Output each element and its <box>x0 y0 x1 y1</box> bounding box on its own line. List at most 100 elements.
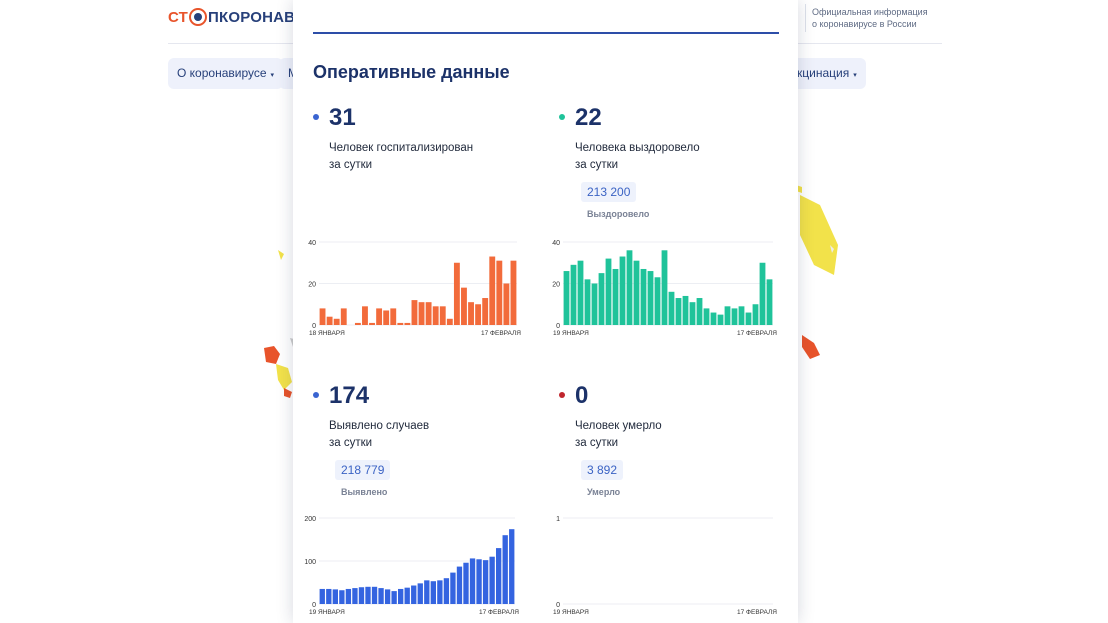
bar <box>496 260 503 325</box>
bar <box>333 318 340 325</box>
stat-total-label: Выздоровело <box>587 209 650 219</box>
bar <box>362 306 368 325</box>
y-tick-label: 40 <box>552 240 560 247</box>
header-info-text: Официальная информация о коронавирусе в … <box>812 7 928 29</box>
stat-desc-line: Человек госпитализирован <box>329 142 474 154</box>
bar <box>463 562 469 604</box>
logo-text-stop: СТ <box>168 8 189 26</box>
bar <box>417 583 423 604</box>
bar <box>668 291 675 325</box>
bar <box>612 268 619 325</box>
logo-text-rest: ПКОРОНАВ <box>208 8 296 26</box>
bar <box>397 322 404 325</box>
bar <box>365 586 371 604</box>
bar <box>391 591 397 604</box>
bar <box>450 572 456 604</box>
bar <box>340 308 347 325</box>
bar <box>432 306 439 325</box>
bar <box>482 560 489 604</box>
bar <box>345 588 352 604</box>
x-end-label: 17 ФЕВРАЛЯ <box>481 330 521 337</box>
chart-detected: 0 100 200 19 ЯНВАРЯ 17 ФЕВРАЛЯ <box>304 516 519 616</box>
stat-description: Выявлено случаев за сутки <box>329 418 499 452</box>
bar <box>724 306 731 325</box>
bar <box>398 588 404 604</box>
bar <box>332 589 338 604</box>
nav-vaccination-label: кцинация <box>797 66 850 80</box>
x-start-label: 19 ЯНВАРЯ <box>309 609 345 616</box>
bar <box>319 308 326 325</box>
site-logo[interactable]: СТ ПКОРОНАВ <box>168 8 295 26</box>
x-start-label: 19 ЯНВАРЯ <box>553 609 589 616</box>
bar <box>456 566 463 604</box>
bar <box>563 271 570 325</box>
bar <box>577 260 584 325</box>
stat-desc-line: за сутки <box>575 437 619 449</box>
bar <box>443 578 450 604</box>
bar <box>682 295 689 325</box>
bullet-dot <box>559 114 565 120</box>
bar <box>503 283 510 325</box>
y-tick-label: 0 <box>556 323 560 330</box>
y-tick-label: 200 <box>304 516 316 523</box>
card-top-rule <box>313 32 779 34</box>
bar <box>383 310 390 325</box>
bar <box>605 258 612 325</box>
bullet-dot <box>559 392 565 398</box>
bar <box>446 318 453 325</box>
bar <box>496 548 502 604</box>
bar <box>570 264 577 325</box>
bar <box>439 306 446 325</box>
bar <box>326 588 332 604</box>
chevron-down-icon: ▾ <box>270 72 275 79</box>
bar <box>476 559 482 604</box>
bar <box>710 312 717 325</box>
nav-vaccination[interactable]: кцинация ▾ <box>788 58 866 89</box>
bar <box>384 589 391 604</box>
chevron-down-icon: ▾ <box>853 72 857 79</box>
nav-about-coronavirus[interactable]: О коронавирусе ▾ <box>168 58 284 89</box>
card-title: Оперативные данные <box>313 62 510 82</box>
stat-desc-line: Выявлено случаев <box>329 420 430 432</box>
x-start-label: 19 ЯНВАРЯ <box>553 330 589 337</box>
bar <box>424 580 430 604</box>
x-end-label: 17 ФЕВРАЛЯ <box>737 330 777 337</box>
bar <box>752 304 759 325</box>
x-end-label: 17 ФЕВРАЛЯ <box>479 609 519 616</box>
bar <box>376 308 383 325</box>
stat-value: 22 <box>575 104 602 131</box>
bar <box>766 279 773 325</box>
bar <box>354 322 361 325</box>
bar <box>475 304 482 325</box>
y-tick-label: 1 <box>556 516 560 523</box>
virus-icon <box>189 8 208 26</box>
bar <box>509 529 515 604</box>
y-tick-label: 100 <box>304 559 316 566</box>
bar <box>418 302 425 325</box>
bar <box>339 590 345 604</box>
stat-total-label: Выявлено <box>341 487 388 497</box>
stat-desc-line: за сутки <box>575 159 619 171</box>
stat-desc-line: за сутки <box>329 159 373 171</box>
bar <box>745 312 752 325</box>
bar <box>731 308 738 325</box>
bar <box>411 300 418 325</box>
bar <box>469 558 476 604</box>
stat-value: 174 <box>329 382 370 409</box>
bar <box>696 298 703 325</box>
bar <box>371 586 378 604</box>
bar <box>640 268 647 325</box>
bar <box>598 273 605 325</box>
bar <box>510 260 517 325</box>
bar <box>369 322 375 325</box>
bar <box>654 277 661 325</box>
bar <box>633 260 640 325</box>
bullet-dot <box>313 114 319 120</box>
bar <box>584 279 591 325</box>
y-tick-label: 20 <box>552 282 560 289</box>
bar <box>319 588 325 604</box>
operational-data-card: Оперативные данные 31 Человек госпитализ… <box>293 0 798 623</box>
bar <box>453 262 460 325</box>
stat-description: Человек умерло за сутки <box>575 418 745 452</box>
header-separator <box>805 4 806 32</box>
